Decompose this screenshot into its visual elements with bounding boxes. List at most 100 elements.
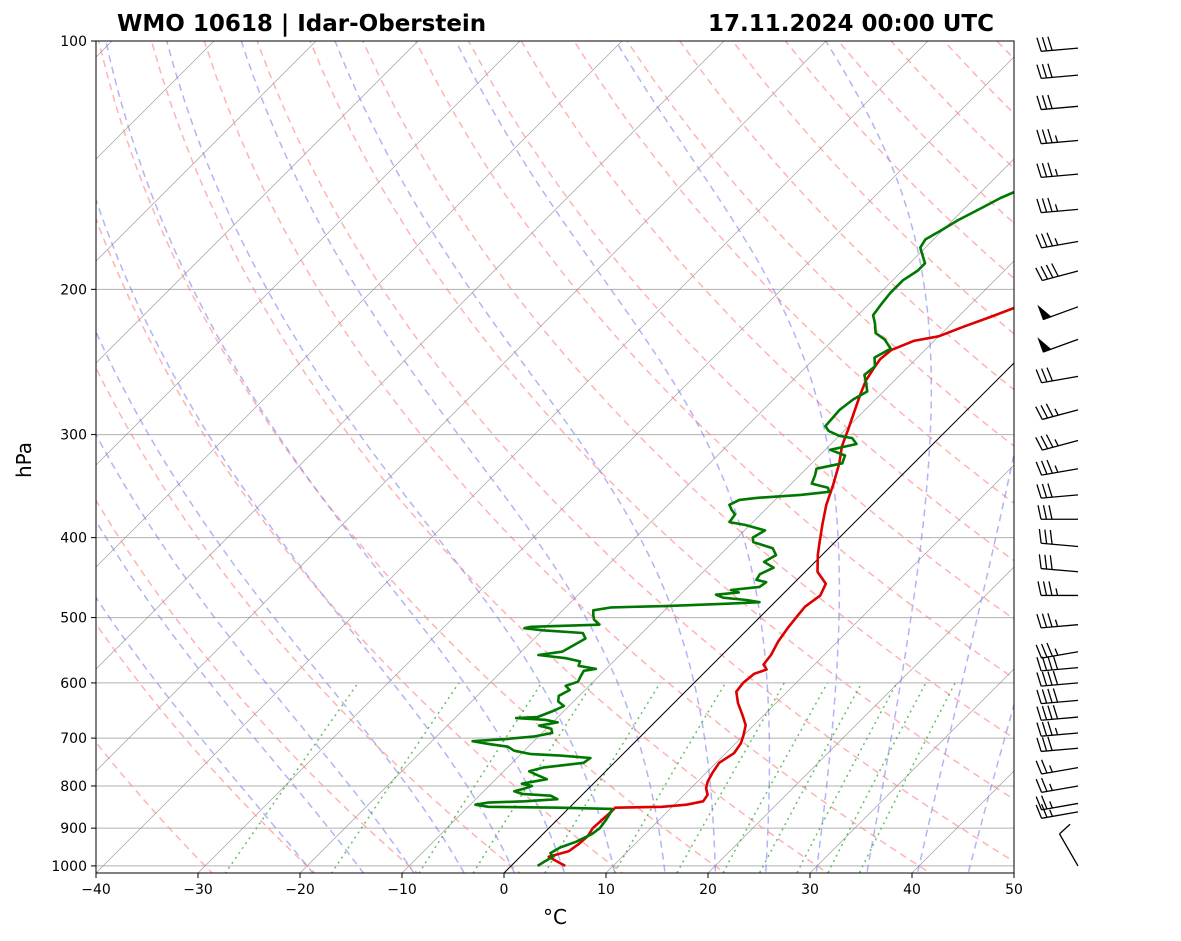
barb-full	[1047, 688, 1053, 703]
barb-staff	[1041, 766, 1079, 775]
wind-barb	[1035, 434, 1079, 451]
barb-full	[1036, 64, 1042, 79]
barb-full	[1036, 95, 1042, 110]
x-tick-label: −10	[387, 882, 417, 898]
dry-adiabat	[362, 41, 1014, 740]
barb-full	[1047, 705, 1053, 720]
barb-full	[1036, 37, 1042, 52]
mixing-ratio-line	[827, 682, 927, 873]
wind-barb	[1035, 803, 1079, 819]
dry-adiabat	[96, 366, 521, 873]
y-tick-label: 700	[60, 731, 87, 747]
barb-full	[1052, 704, 1059, 720]
wind-barb	[1036, 721, 1079, 737]
barb-full	[1046, 459, 1053, 474]
barb-staff	[1058, 833, 1079, 867]
barb-half	[1054, 648, 1059, 656]
x-tick-label: −30	[183, 882, 213, 898]
moist-adiabat	[96, 330, 466, 873]
moist-adiabat	[455, 41, 771, 873]
barb-full	[1041, 483, 1048, 498]
barb-staff	[1041, 667, 1079, 672]
barb-full	[1041, 95, 1048, 110]
dry-adiabat	[1103, 41, 1181, 883]
moist-adiabat	[615, 41, 841, 873]
sounding-profiles	[471, 190, 1014, 868]
barb-full	[1045, 434, 1054, 448]
barb-full	[1041, 64, 1048, 79]
barb-full	[1041, 705, 1048, 720]
barb-staff	[1041, 682, 1079, 687]
y-tick-label: 400	[60, 531, 87, 547]
moist-adiabat	[1016, 41, 1181, 883]
barb-staff	[1041, 542, 1079, 548]
barb-full	[1036, 484, 1042, 499]
wind-barb	[1035, 642, 1079, 659]
barb-full	[1041, 656, 1048, 671]
dry-adiabat	[784, 41, 1014, 280]
plot-frame	[95, 40, 1015, 874]
isotherm	[197, 56, 1014, 873]
barb-full	[1035, 369, 1043, 384]
dry-adiabat	[837, 41, 1014, 225]
pressure-gridlines	[96, 41, 1014, 867]
barb-full	[1035, 796, 1043, 811]
barb-half	[1049, 809, 1053, 817]
barb-full	[1035, 437, 1043, 451]
barb-full	[1059, 823, 1071, 835]
barb-half	[1055, 588, 1059, 596]
dewpoint-profile	[471, 190, 1014, 867]
barb-full	[1041, 36, 1048, 52]
barb-full	[1052, 670, 1059, 685]
wind-barb	[1035, 795, 1079, 811]
barb-full	[1036, 672, 1042, 687]
y-tick-label: 800	[60, 779, 87, 795]
barb-full	[1047, 197, 1053, 212]
mixing-ratio-line	[858, 682, 956, 873]
barb-full	[1038, 528, 1042, 544]
moist-adiabat	[96, 519, 365, 873]
barb-staff	[1042, 439, 1079, 451]
barb-staff	[1041, 494, 1079, 499]
dry-adiabat	[1050, 41, 1181, 883]
barb-staff	[1041, 240, 1079, 249]
wind-barb	[1058, 823, 1079, 867]
isotherm	[299, 158, 1014, 873]
barb-full	[1036, 129, 1042, 144]
y-tick-label: 100	[60, 34, 87, 50]
y-tick-label: 200	[60, 282, 87, 298]
wind-barb	[1036, 36, 1079, 52]
barb-full	[1042, 581, 1048, 596]
barb-staff	[1041, 802, 1079, 811]
wind-barb	[1036, 94, 1079, 111]
mixing-ratio-line	[758, 682, 863, 873]
x-tick-label: −20	[285, 882, 315, 898]
wind-barb	[1036, 613, 1079, 629]
barb-full	[1049, 555, 1053, 570]
barb-pennant	[1037, 304, 1052, 321]
barb-full	[1046, 367, 1053, 382]
wind-barbs	[1035, 36, 1079, 867]
barb-full	[1040, 404, 1049, 419]
isotherm	[96, 41, 419, 364]
dry-adiabat	[256, 41, 1014, 863]
isotherm	[96, 41, 725, 670]
barb-staff	[1041, 699, 1079, 705]
moist-adiabat	[334, 41, 717, 873]
dry-adiabat	[203, 41, 932, 873]
barb-full	[1040, 266, 1049, 280]
barb-full	[1036, 163, 1042, 178]
mixing-ratio-line	[676, 682, 785, 873]
x-tick-label: 0	[500, 882, 509, 898]
isotherm	[96, 41, 317, 262]
x-tick-label: 10	[597, 882, 615, 898]
wind-barb	[1036, 128, 1079, 145]
wind-barb	[1036, 63, 1079, 80]
y-tick-label: 900	[60, 821, 87, 837]
barb-full	[1036, 722, 1042, 737]
wind-barb	[1035, 403, 1079, 421]
chart-title-station: WMO 10618 | Idar-Oberstein	[117, 11, 486, 37]
dry-adiabat	[943, 41, 1014, 115]
barb-full	[1047, 128, 1053, 143]
dry-adiabat	[573, 41, 1014, 504]
